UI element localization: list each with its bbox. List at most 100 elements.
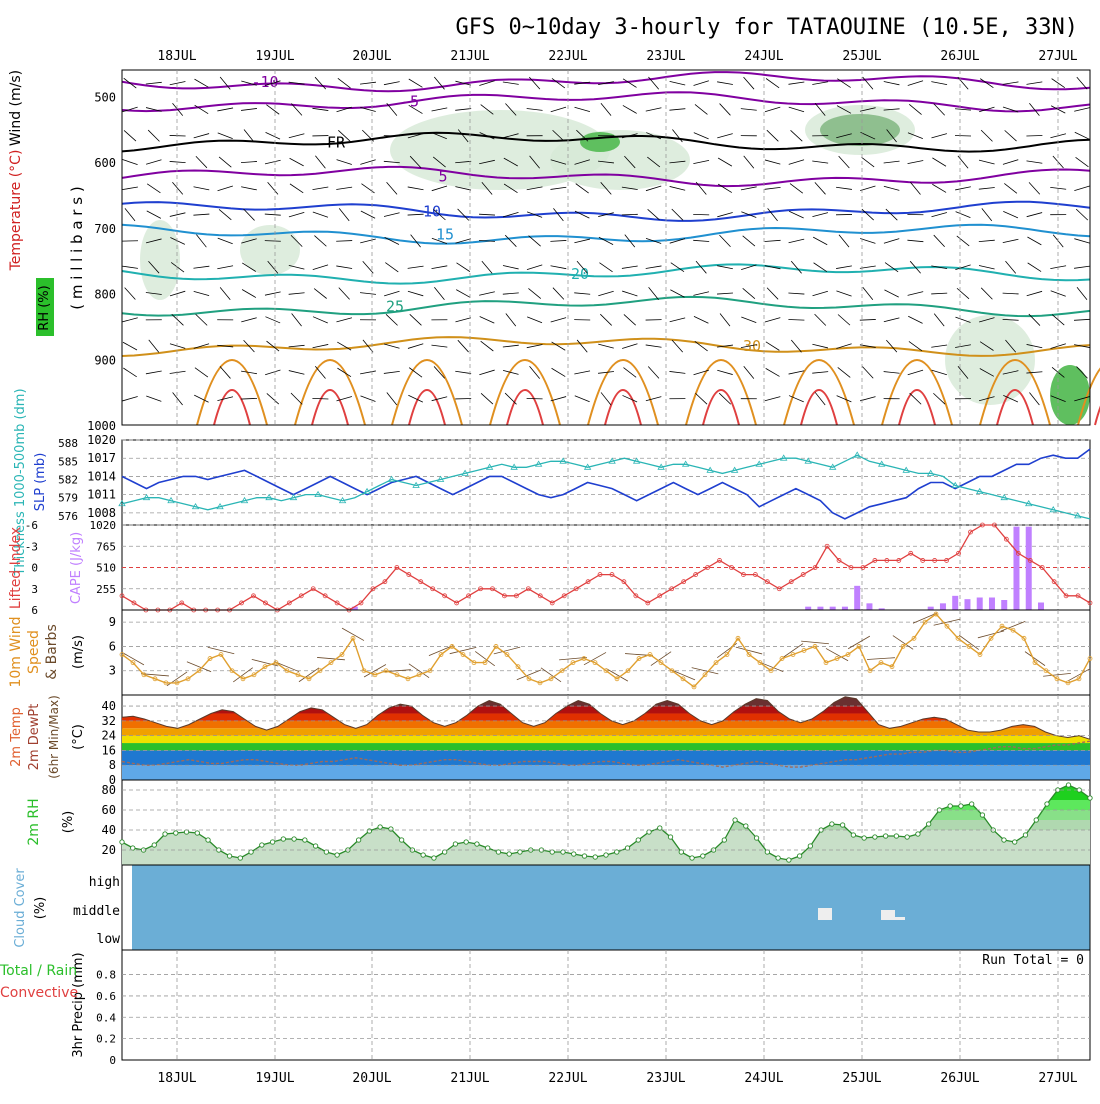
wind10-axis-label: 10m Wind	[8, 616, 24, 687]
li-axis-label: Lifted Index	[8, 527, 24, 609]
wind-barb-10m	[1025, 652, 1045, 666]
date-label-top: 20JUL	[352, 49, 391, 64]
rh-point	[399, 838, 403, 842]
rh-point	[356, 838, 360, 842]
pressure-units-label: ( m i l l i b a r s )	[68, 186, 86, 309]
cape-bar	[977, 598, 983, 611]
temp-band	[122, 743, 1090, 750]
precip-conv-label: Convective	[0, 985, 78, 1001]
wind-barb-10m	[783, 644, 803, 658]
wind-tick: 9	[109, 615, 116, 629]
slp-tick: 1020	[87, 433, 116, 447]
rh-point	[754, 836, 758, 840]
wind-barb-10m	[801, 641, 829, 644]
rh-point	[303, 838, 307, 842]
wind-barb	[693, 214, 709, 215]
wind-barb-10m	[1043, 673, 1071, 676]
wind-barb-10m	[299, 668, 319, 682]
rh-point	[184, 830, 188, 834]
rh-point	[475, 842, 479, 846]
rh-point	[324, 850, 328, 854]
rh-point	[733, 818, 737, 822]
temp-contour-label: -10	[251, 73, 278, 91]
rh-point	[830, 822, 834, 826]
rh-point	[1023, 833, 1027, 837]
thickness-tick: 585	[58, 455, 78, 468]
li-tick: 3	[31, 583, 38, 596]
rh-point	[496, 850, 500, 854]
rh-point	[206, 838, 210, 842]
cape-bar	[964, 599, 970, 610]
date-label-bottom: 27JUL	[1038, 1071, 1077, 1086]
rh-point	[1088, 796, 1092, 800]
rh-point	[227, 854, 231, 858]
cloud-level-label: low	[97, 932, 121, 947]
rh-point	[959, 804, 963, 808]
date-label-top: 22JUL	[548, 49, 587, 64]
cloud-bg	[132, 865, 1090, 950]
temp-band	[122, 721, 1090, 728]
date-label-bottom: 19JUL	[255, 1071, 294, 1086]
rh-shading	[140, 220, 180, 300]
rh-point	[367, 829, 371, 833]
date-label-top: 24JUL	[744, 49, 783, 64]
rh-point	[926, 822, 930, 826]
cloud-patch	[881, 910, 895, 920]
rh-tick: 20	[102, 843, 116, 857]
slp-tick: 1011	[87, 488, 116, 502]
rh-point	[453, 842, 457, 846]
slp-line	[122, 449, 1090, 519]
temp-tick: 32	[102, 714, 116, 728]
pressure-tick: 500	[94, 90, 116, 104]
rh-point	[916, 832, 920, 836]
date-label-bottom: 21JUL	[450, 1071, 489, 1086]
temp-band	[122, 728, 1090, 735]
rh-point	[787, 858, 791, 862]
rh-point	[238, 856, 242, 860]
rh-point	[851, 833, 855, 837]
temp-band	[122, 765, 1090, 780]
rh-point	[518, 850, 522, 854]
rh-point	[1034, 818, 1038, 822]
cloud-axis-label: Cloud Cover	[13, 868, 28, 948]
rh-point	[658, 826, 662, 830]
wind-barb-10m	[317, 657, 345, 659]
rh-point	[270, 840, 274, 844]
date-label-bottom: 20JUL	[352, 1071, 391, 1086]
temp-contour-label: -5	[401, 93, 419, 111]
date-label-top: 25JUL	[842, 49, 881, 64]
rh-point	[615, 850, 619, 854]
temp-tick: 40	[102, 699, 116, 713]
temp-band	[122, 706, 1090, 713]
cloud-units-label: (%)	[33, 897, 48, 920]
rh-point	[507, 852, 511, 856]
date-label-top: 21JUL	[450, 49, 489, 64]
thickness-tick: 576	[58, 510, 78, 523]
precip-tick: 0.8	[96, 969, 116, 982]
rh-shading	[820, 114, 900, 146]
rh-point	[722, 838, 726, 842]
temp-contour-label: 25	[386, 298, 404, 316]
date-label-top: 26JUL	[940, 49, 979, 64]
precip-tick: 0.6	[96, 990, 116, 1003]
rh-point	[281, 837, 285, 841]
cape-bar	[1013, 527, 1019, 610]
dewpt-axis-label: 2m DewPt	[27, 704, 42, 771]
cape-bar	[989, 598, 995, 611]
date-label-bottom: 25JUL	[842, 1071, 881, 1086]
slp-frame	[122, 440, 1090, 525]
rh-point	[195, 831, 199, 835]
rh-point	[120, 840, 124, 844]
pressure-tick: 600	[94, 156, 116, 170]
date-label-top: 19JUL	[255, 49, 294, 64]
temp-units-label: (°C)	[71, 724, 86, 750]
precip-tick: 0.2	[96, 1033, 116, 1046]
cloud-level-label: middle	[73, 904, 120, 919]
slp-tick: 1017	[87, 451, 116, 465]
wind-barb-10m	[233, 668, 253, 682]
temp-band	[122, 736, 1090, 743]
rh-point	[873, 835, 877, 839]
cloud-patch	[895, 917, 905, 920]
temp2m-axis-label: 2m Temp	[9, 707, 24, 767]
wind-line	[122, 614, 1090, 687]
